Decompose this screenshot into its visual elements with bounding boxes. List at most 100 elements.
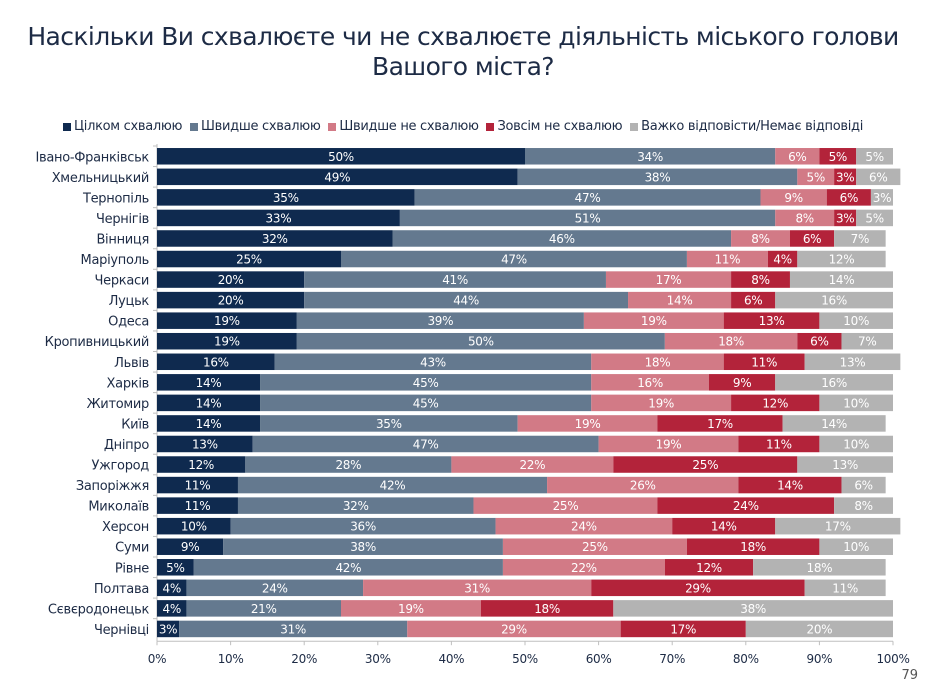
data-label: 47% [575,191,601,205]
data-label: 10% [843,437,869,451]
bar-segment [179,620,408,638]
data-label: 36% [350,520,376,534]
data-label: 20% [807,622,833,636]
bar-segment [819,435,893,453]
bar-segment [819,538,893,555]
data-label: 6% [810,335,828,349]
category-label: Запоріжжя [76,479,149,494]
category-label: Ужгород [91,459,149,474]
bar-segment [841,332,893,350]
legend-swatch [190,122,199,131]
bar-segment [304,271,606,288]
data-label: 44% [453,294,479,308]
category-label: Житомир [87,397,149,412]
bar-segment [613,600,893,617]
category-label: Черкаси [95,274,149,289]
bar-segment [260,394,592,412]
category-label: Миколаїв [88,500,149,515]
x-tick-label: 40% [439,652,465,666]
bar-segment [252,435,599,453]
bar-segment [223,538,503,555]
bar-segment [517,415,658,432]
data-label: 14% [711,520,737,534]
category-label: Одеса [108,315,149,330]
legend: Цілком схвалюю Швидше схвалюю Швидше не … [0,119,926,135]
data-label: 47% [501,253,527,267]
data-label: 14% [821,417,847,431]
data-label: 39% [427,314,453,328]
data-label: 51% [575,211,601,225]
legend-label: Швидше не схвалюю [339,119,479,134]
category-label: Сєвєродонецьк [48,602,150,617]
data-label: 11% [185,499,211,513]
bar-segment [775,291,893,309]
data-label: 38% [350,540,376,554]
data-label: 25% [236,253,262,267]
bar-segment [363,579,592,597]
bar-segment [856,148,893,165]
data-label: 26% [630,479,656,493]
data-label: 14% [777,479,803,493]
bar-segment [628,291,732,309]
data-label: 35% [273,191,299,205]
bar-segment [775,148,820,165]
data-label: 9% [784,191,802,205]
data-label: 31% [280,622,306,636]
bar-segment [731,230,790,247]
category-label: Рівне [115,561,149,576]
x-tick-label: 50% [512,652,538,666]
bar-segment [517,168,798,186]
data-label: 19% [641,314,667,328]
data-label: 13% [840,355,866,369]
data-label: 11% [766,437,792,451]
data-label: 12% [696,561,722,575]
bar-segment [414,189,761,206]
data-label: 10% [181,520,207,534]
bar-segment [502,538,687,555]
data-label: 4% [773,253,791,267]
data-label: 43% [420,355,446,369]
bar-segment [657,415,783,432]
bar-segment [819,148,857,165]
bar-segment [856,168,901,186]
data-label: 11% [185,479,211,493]
data-label: 19% [575,417,601,431]
data-label: 22% [571,561,597,575]
bar-segment [341,250,687,268]
bar-segment [157,517,231,535]
data-label: 13% [192,437,218,451]
bar-segment [841,476,886,494]
data-label: 20% [218,294,244,308]
x-tick-label: 0% [148,652,166,666]
x-tick-label: 70% [659,652,685,666]
bar-segment [738,476,842,494]
data-label: 42% [335,561,361,575]
bar-segment [296,332,665,350]
bar-segment [157,579,187,597]
bar-segment [341,600,481,617]
category-label: Херсон [102,520,149,535]
data-label: 4% [163,581,181,595]
bar-segment [804,579,886,597]
data-label: 6% [840,191,858,205]
category-label: Чернівці [94,623,149,638]
bar-segment [856,209,893,227]
data-label: 32% [262,232,288,246]
data-label: 14% [829,273,855,287]
bar-segment [157,456,246,473]
bar-segment [157,168,518,186]
legend-swatch [328,122,337,131]
data-label: 10% [843,314,869,328]
bar-segment [591,353,724,371]
legend-label: Зовсім не схвалюю [497,119,623,134]
data-label: 16% [821,376,847,390]
data-label: 16% [821,294,847,308]
chart-title-line-2: Вашого міста? [372,52,555,81]
bar-segment [157,374,261,391]
data-label: 12% [188,458,214,472]
data-label: 11% [751,355,777,369]
category-label: Луцьк [109,294,150,309]
data-label: 17% [825,520,851,534]
bar-segment [230,517,496,535]
bar-segment [731,394,820,412]
